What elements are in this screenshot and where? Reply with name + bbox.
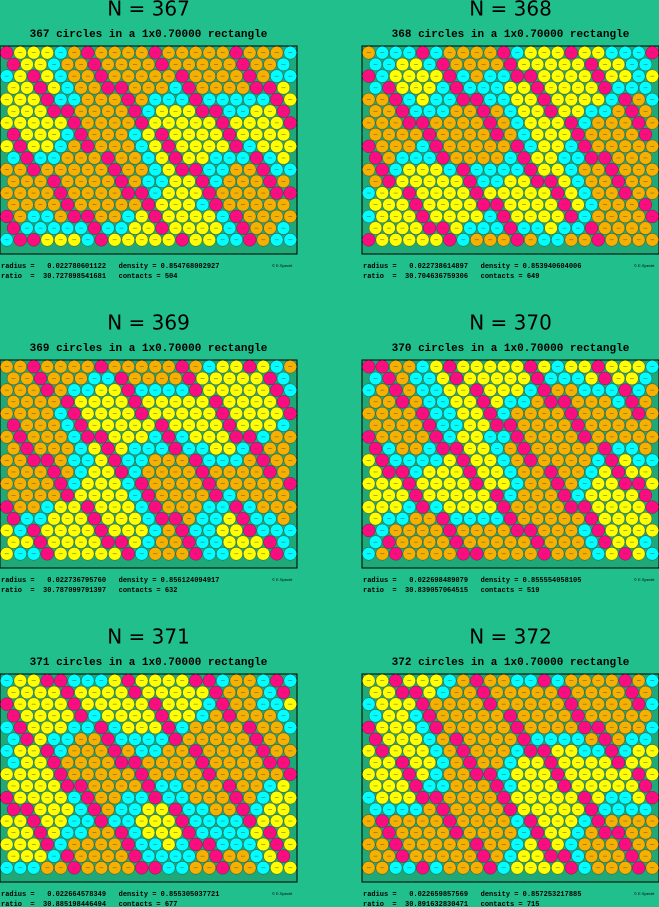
copyright: © E.Specht (272, 263, 293, 268)
panel-title: N = 370 (469, 311, 552, 335)
panel-subtitle: 370 circles in a 1x0.70000 rectangle (392, 343, 630, 355)
packing-panel: N = 370 370 circles in a 1x0.70000 rectan… (361, 311, 659, 595)
panel-title: N = 372 (469, 625, 552, 649)
copyright: © E.Specht (272, 577, 293, 582)
ratio-line: ratio = 30.727898541681 contacts = 504 (1, 273, 177, 281)
panel-title: N = 368 (469, 0, 552, 21)
panel-subtitle: 367 circles in a 1x0.70000 rectangle (30, 29, 268, 41)
ratio-line: ratio = 30.704636759306 contacts = 649 (363, 273, 539, 281)
panel-title: N = 371 (107, 625, 190, 649)
panel-subtitle: 371 circles in a 1x0.70000 rectangle (30, 657, 268, 669)
panel-title: N = 367 (107, 0, 190, 21)
copyright: © E.Specht (634, 891, 655, 896)
panel-subtitle: 372 circles in a 1x0.70000 rectangle (392, 657, 630, 669)
packing-panel: N = 368 368 circles in a 1x0.70000 rectan… (361, 0, 659, 281)
radius-line: radius = 0.022664578349 density = 0.8553… (1, 891, 219, 899)
radius-line: radius = 0.022659857569 density = 0.8572… (363, 891, 581, 899)
ratio-line: ratio = 30.885198446494 contacts = 677 (1, 901, 177, 907)
packing-panel: N = 369 369 circles in a 1x0.70000 rectan… (0, 311, 298, 595)
radius-line: radius = 0.022736795760 density = 0.8561… (1, 577, 219, 585)
packing-panel: N = 367 367 circles in a 1x0.70000 rectan… (0, 0, 298, 281)
copyright: © E.Specht (634, 577, 655, 582)
radius-line: radius = 0.022738614897 density = 0.8539… (363, 263, 581, 271)
packing-panel: N = 371 371 circles in a 1x0.70000 rectan… (0, 625, 298, 907)
copyright: © E.Specht (634, 263, 655, 268)
ratio-line: ratio = 30.839057064515 contacts = 519 (363, 587, 539, 595)
panel-subtitle: 369 circles in a 1x0.70000 rectangle (30, 343, 268, 355)
ratio-line: ratio = 30.787099791397 contacts = 632 (1, 587, 177, 595)
radius-line: radius = 0.022780601122 density = 0.8547… (1, 263, 219, 271)
panel-title: N = 369 (107, 311, 190, 335)
packing-panel: N = 372 372 circles in a 1x0.70000 rectan… (361, 625, 659, 907)
radius-line: radius = 0.022698489079 density = 0.8555… (363, 577, 581, 585)
copyright: © E.Specht (272, 891, 293, 896)
panel-subtitle: 368 circles in a 1x0.70000 rectangle (392, 29, 630, 41)
ratio-line: ratio = 30.891632830471 contacts = 715 (363, 901, 539, 907)
